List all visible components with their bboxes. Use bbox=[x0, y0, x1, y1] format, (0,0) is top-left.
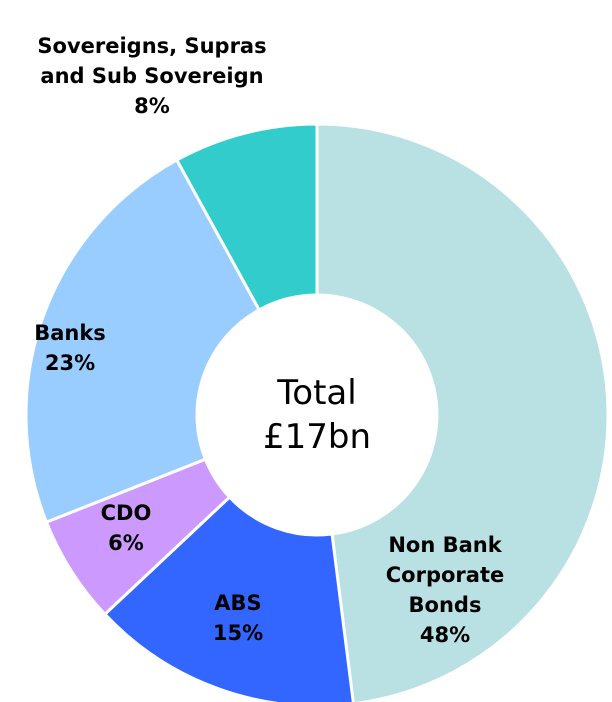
value-label: 8% bbox=[134, 94, 170, 118]
donut-slice bbox=[315, 122, 610, 702]
value-label: 6% bbox=[108, 531, 144, 555]
category-label: Non Bank Corporate Bonds bbox=[385, 533, 505, 617]
category-label: CDO bbox=[100, 501, 152, 525]
slice-label: Banks 23% bbox=[15, 318, 125, 378]
slice-label: ABS 15% bbox=[178, 588, 298, 648]
category-label: Sovereigns, Supras and Sub Sovereign bbox=[37, 34, 267, 88]
donut-slice bbox=[102, 495, 355, 702]
donut-slice bbox=[24, 157, 262, 525]
donut-slice bbox=[174, 122, 319, 312]
value-label: 48% bbox=[419, 623, 471, 647]
slice-label: CDO 6% bbox=[81, 498, 171, 558]
center-label: Total £17bn bbox=[262, 373, 372, 457]
category-label: Banks bbox=[34, 321, 106, 345]
value-label: 23% bbox=[44, 351, 96, 375]
category-label: ABS bbox=[214, 591, 262, 615]
value-label: 15% bbox=[212, 621, 264, 645]
slice-label: Non Bank Corporate Bonds 48% bbox=[360, 530, 530, 650]
slice-label: Sovereigns, Supras and Sub Sovereign 8% bbox=[22, 31, 282, 121]
